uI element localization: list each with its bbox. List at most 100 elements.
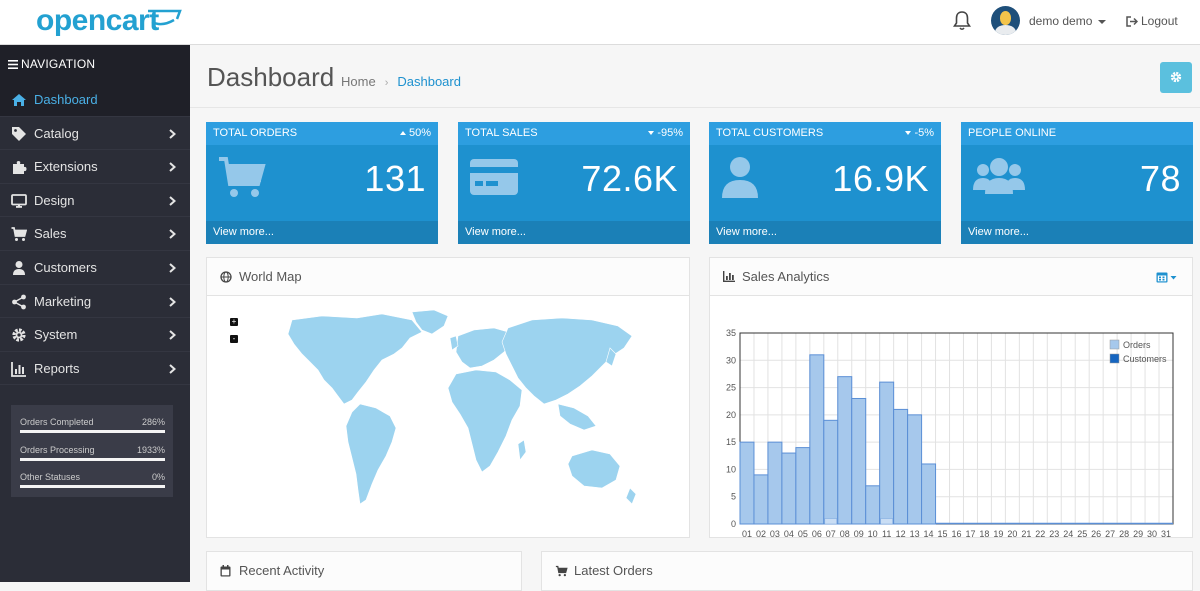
zoom-in-button[interactable]: + bbox=[230, 317, 238, 326]
tile-header: TOTAL CUSTOMERS -5% bbox=[709, 122, 941, 145]
zoom-out-button[interactable]: - bbox=[230, 335, 238, 343]
bar-orders bbox=[879, 381, 895, 525]
bar-chart-icon bbox=[723, 271, 735, 282]
user-name-label: demo demo bbox=[1029, 14, 1093, 28]
opencart-logo[interactable]: opencart bbox=[36, 4, 182, 38]
caret-down-icon bbox=[905, 131, 912, 135]
sidebar-item-system[interactable]: System bbox=[0, 318, 190, 352]
share-icon bbox=[12, 294, 26, 309]
cart-icon bbox=[11, 227, 27, 242]
caret-down-icon bbox=[648, 131, 655, 135]
x-tick-label: 11 bbox=[882, 529, 891, 538]
sidebar-item-marketing[interactable]: Marketing bbox=[0, 285, 190, 319]
chevron-down-icon bbox=[1098, 19, 1107, 24]
x-tick-label: 07 bbox=[826, 529, 836, 538]
panel-title: World Map bbox=[239, 269, 302, 284]
panel-heading: World Map bbox=[207, 258, 689, 296]
tile-value: 78 bbox=[1139, 158, 1181, 199]
logout-link[interactable]: Logout bbox=[1126, 14, 1178, 28]
bar-customers bbox=[824, 518, 838, 525]
sidebar-item-label: Design bbox=[34, 192, 75, 208]
user-avatar[interactable] bbox=[991, 6, 1020, 35]
bar-chart-icon bbox=[11, 361, 26, 377]
sidebar-item-catalog[interactable]: Catalog bbox=[0, 117, 190, 151]
credit-card-icon bbox=[470, 159, 518, 195]
logo-cart-icon bbox=[148, 9, 182, 26]
tile-value: 16.9K bbox=[832, 158, 929, 199]
map-asia bbox=[501, 317, 633, 405]
breadcrumb-current-link[interactable]: Dashboard bbox=[397, 74, 461, 89]
tile-header: PEOPLE ONLINE bbox=[961, 122, 1193, 145]
chevron-right-icon bbox=[169, 196, 176, 206]
tile-change-value: -95% bbox=[657, 127, 683, 139]
caret-up-icon bbox=[399, 131, 406, 135]
tile-view-more-link[interactable]: View more... bbox=[709, 221, 941, 244]
status-percent: 286% bbox=[141, 417, 165, 427]
sales-analytics-panel: Sales Analytics 0 5 10 15 20 25 30 35 01 02 03 04 05… bbox=[709, 257, 1193, 538]
bar-orders bbox=[753, 474, 769, 525]
tile-view-more-link[interactable]: View more... bbox=[458, 221, 690, 244]
tile-change-value: -5% bbox=[914, 127, 934, 139]
status-row-other: Other Statuses 0% bbox=[20, 469, 165, 497]
breadcrumb-home-link[interactable]: Home bbox=[341, 74, 376, 89]
bar-orders bbox=[921, 463, 937, 525]
sidebar-item-label: Catalog bbox=[34, 125, 79, 141]
x-tick-label: 03 bbox=[770, 529, 780, 538]
tile-total-customers: TOTAL CUSTOMERS -5% 16.9K View more... bbox=[709, 122, 941, 244]
date-range-toggle[interactable] bbox=[1156, 270, 1178, 288]
dashboard-settings-button[interactable] bbox=[1160, 62, 1192, 93]
x-tick-label: 01 bbox=[742, 529, 752, 538]
map-uk bbox=[449, 335, 459, 351]
tile-header: TOTAL ORDERS 50% bbox=[206, 122, 438, 145]
bar-orders bbox=[893, 408, 909, 525]
x-tick-label: 02 bbox=[756, 529, 766, 538]
bar-orders bbox=[781, 452, 797, 525]
x-tick-label: 16 bbox=[951, 529, 961, 538]
breadcrumb: Home › Dashboard bbox=[341, 74, 461, 89]
sidebar-item-customers[interactable]: Customers bbox=[0, 251, 190, 285]
panel-title: Latest Orders bbox=[574, 563, 653, 578]
tile-title: TOTAL CUSTOMERS bbox=[716, 127, 824, 139]
panel-heading: Sales Analytics bbox=[710, 258, 1192, 296]
navigation-heading-label: NAVIGATION bbox=[21, 57, 96, 71]
x-tick-label: 04 bbox=[784, 529, 794, 538]
tile-view-more-link[interactable]: View more... bbox=[206, 221, 438, 244]
panel-heading: Recent Activity bbox=[207, 552, 521, 590]
sidebar-item-extensions[interactable]: Extensions bbox=[0, 150, 190, 184]
x-tick-label: 24 bbox=[1063, 529, 1073, 538]
sidebar-item-label: Customers bbox=[34, 259, 97, 275]
bar-orders bbox=[823, 419, 839, 525]
latest-orders-panel: Latest Orders bbox=[541, 551, 1193, 591]
sidebar-item-label: Reports bbox=[34, 360, 80, 376]
x-tick-label: 08 bbox=[840, 529, 850, 538]
calendar-icon bbox=[220, 565, 231, 577]
chevron-right-icon bbox=[169, 128, 176, 139]
user-menu-toggle[interactable]: demo demo bbox=[1029, 14, 1107, 28]
status-label: Other Statuses bbox=[20, 472, 81, 482]
x-tick-label: 19 bbox=[993, 529, 1003, 538]
x-tick-label: 18 bbox=[979, 529, 989, 538]
breadcrumb-separator: › bbox=[384, 77, 389, 89]
legend-label-orders: Orders bbox=[1123, 340, 1151, 350]
logo-text: opencart bbox=[36, 4, 159, 37]
map-southeast-asia bbox=[557, 403, 597, 431]
bar-orders bbox=[907, 414, 923, 525]
user-icon bbox=[722, 157, 758, 198]
world-map[interactable] bbox=[262, 308, 642, 528]
sidebar-item-reports[interactable]: Reports bbox=[0, 352, 190, 386]
tile-view-more-link[interactable]: View more... bbox=[961, 221, 1193, 244]
sidebar-item-design[interactable]: Design bbox=[0, 184, 190, 218]
sidebar-item-sales[interactable]: Sales bbox=[0, 217, 190, 251]
tile-value: 131 bbox=[364, 158, 426, 199]
notifications-bell-icon[interactable] bbox=[952, 10, 972, 36]
y-tick-label: 0 bbox=[731, 519, 736, 529]
chevron-right-icon bbox=[169, 364, 176, 374]
x-tick-label: 06 bbox=[812, 529, 822, 538]
bar-orders bbox=[809, 354, 825, 525]
bar-orders bbox=[837, 376, 853, 525]
tile-value: 72.6K bbox=[581, 158, 678, 199]
bar-orders bbox=[851, 397, 867, 525]
panel-title: Recent Activity bbox=[239, 563, 325, 578]
sidebar-item-dashboard[interactable]: Dashboard bbox=[0, 83, 190, 117]
